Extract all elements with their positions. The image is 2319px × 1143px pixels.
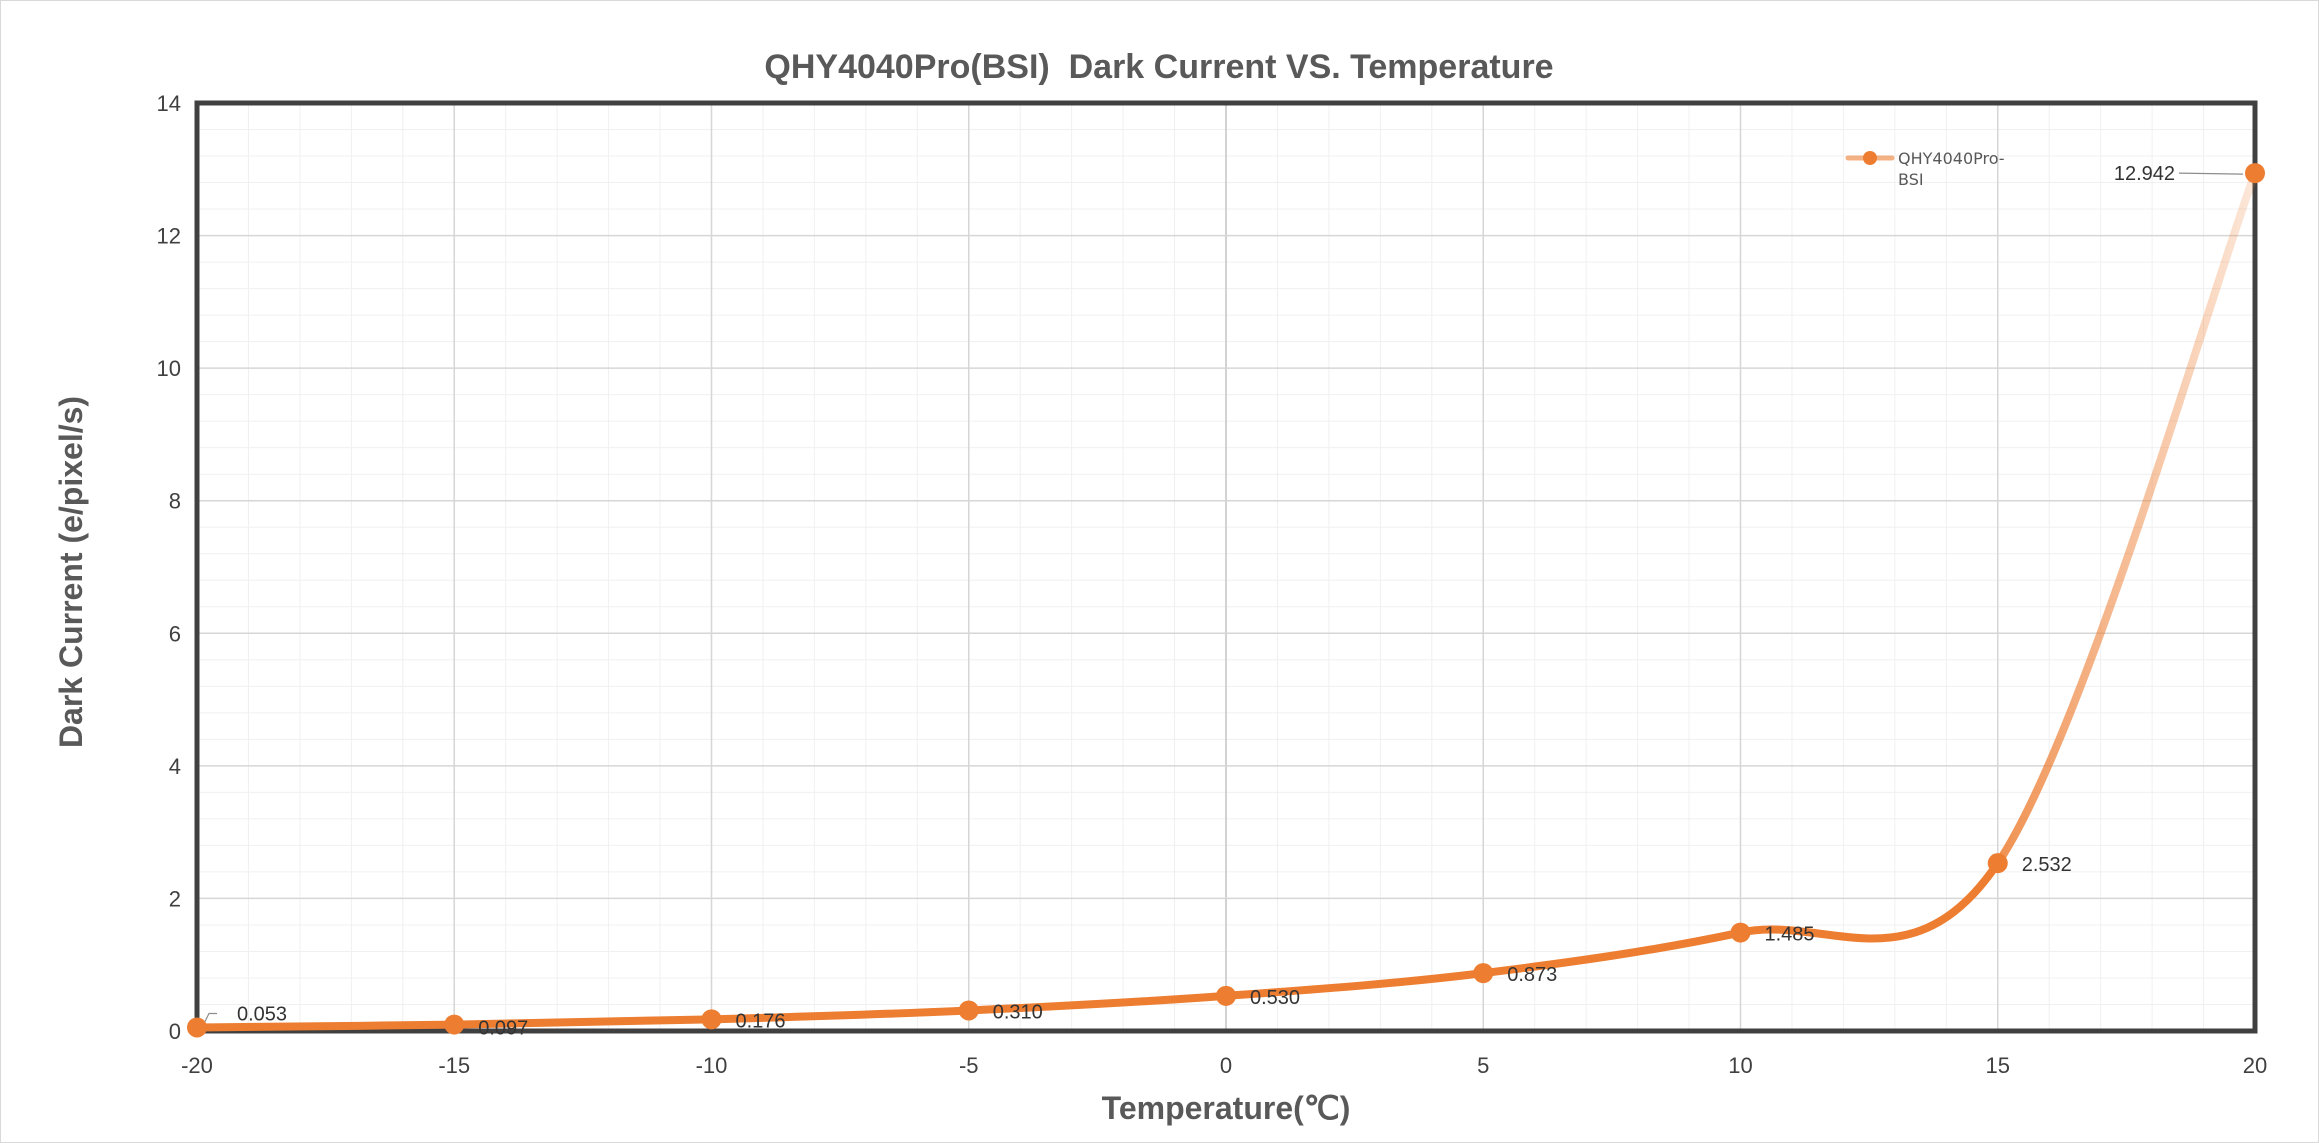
- y-axis-tick-labels: 0 2 4 6 8 10 12 14: [157, 91, 181, 1044]
- data-label: 1.485: [1765, 924, 1815, 946]
- data-labels: 0.053 0.097 0.176 0.310 0.530 0.873 1.485 2.532…: [237, 163, 2175, 1039]
- legend-marker-swatch: [1863, 151, 1877, 165]
- y-tick-label: 8: [169, 489, 181, 514]
- data-point-marker: [1216, 985, 1236, 1006]
- y-tick-label: 6: [169, 621, 181, 646]
- x-tick-label: -10: [696, 1053, 728, 1078]
- x-tick-label: 20: [2243, 1053, 2267, 1078]
- data-label: 12.942: [2114, 163, 2175, 185]
- y-tick-label: 14: [157, 91, 181, 116]
- data-point-marker: [701, 1009, 722, 1030]
- data-label-leader-lines: [204, 172, 2244, 1022]
- data-label: 0.310: [993, 1001, 1043, 1023]
- data-label: 0.097: [478, 1018, 528, 1040]
- data-point-marker: [1473, 963, 1494, 984]
- leader-line: [2178, 172, 2244, 175]
- data-point-marker: [1987, 853, 2008, 874]
- x-axis-title: Temperature(℃): [1102, 1090, 1351, 1126]
- y-tick-label: 10: [157, 356, 181, 381]
- data-label: 2.532: [2022, 854, 2072, 876]
- data-label: 0.530: [1250, 987, 1300, 1009]
- leader-line: [204, 1012, 217, 1022]
- data-label: 0.176: [736, 1010, 786, 1032]
- data-point-marker: [958, 1000, 979, 1021]
- legend-label: QHY4040Pro- BSI: [1898, 149, 2010, 189]
- series-line-rising-tail: [1993, 169, 2259, 868]
- data-point-marker: [1730, 922, 1751, 943]
- x-tick-label: -15: [438, 1053, 470, 1078]
- chart-title: QHY4040Pro(BSI) Dark Current VS. Tempera…: [764, 48, 1553, 86]
- x-tick-label: 5: [1477, 1053, 1489, 1078]
- data-point-marker: [187, 1017, 207, 1038]
- y-tick-label: 12: [157, 224, 181, 249]
- x-axis-tick-labels: -20 -15 -10 -5 0 5 10 15 20: [181, 1053, 2267, 1078]
- legend-label-line-1: QHY4040Pro-: [1898, 149, 2005, 168]
- y-axis-title: Dark Current (e/pixel/s): [53, 396, 89, 748]
- series-line-main: [193, 859, 2002, 1032]
- plot-area-border: [194, 100, 2258, 1034]
- data-point-marker: [2245, 163, 2265, 184]
- legend-label-line-2: BSI: [1898, 170, 1924, 189]
- legend: QHY4040Pro- BSI: [1845, 149, 2010, 189]
- x-tick-label: 0: [1220, 1053, 1232, 1078]
- x-tick-label: -20: [181, 1053, 213, 1078]
- x-tick-label: 15: [1986, 1053, 2010, 1078]
- data-label: 0.053: [237, 1003, 287, 1025]
- x-tick-label: 10: [1728, 1053, 1752, 1078]
- data-label: 0.873: [1507, 964, 1557, 986]
- y-tick-label: 0: [169, 1019, 181, 1044]
- y-tick-label: 4: [169, 754, 181, 779]
- series-markers: [187, 163, 2265, 1038]
- y-tick-label: 2: [169, 886, 181, 911]
- x-tick-label: -5: [959, 1053, 979, 1078]
- data-point-marker: [444, 1014, 465, 1035]
